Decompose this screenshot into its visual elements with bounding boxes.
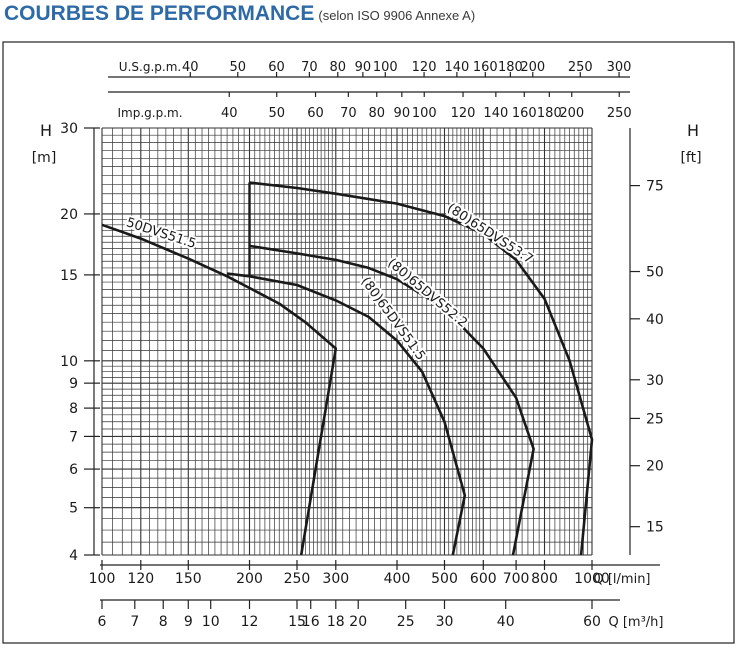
grid	[101, 127, 593, 556]
tick-label-usgpm: 50	[229, 60, 246, 75]
tick-label-impgpm: 80	[368, 106, 385, 121]
tick-label-m3h: 20	[349, 614, 367, 630]
tick-label-usgpm: 120	[412, 60, 437, 75]
tick-label-usgpm: 90	[355, 60, 372, 75]
tick-label-m3h: 7	[130, 614, 139, 630]
tick-label-impgpm: 40	[221, 106, 238, 121]
tick-label-lmin: 500	[431, 571, 458, 587]
tick-label-right: 40	[646, 312, 664, 328]
chart-title-block: COURBES DE PERFORMANCE (selon ISO 9906 An…	[4, 2, 475, 26]
curves	[101, 181, 594, 556]
tick-label-left: 8	[69, 401, 78, 417]
tick-label-usgpm: 300	[607, 60, 632, 75]
tick-label-impgpm: 120	[451, 106, 476, 121]
tick-label-right: 20	[646, 459, 664, 475]
tick-label-left: 5	[69, 501, 78, 517]
series-line-2	[226, 272, 467, 556]
tick-label-lmin: 400	[384, 571, 411, 587]
tick-label-impgpm: 90	[394, 106, 411, 121]
tick-labels: 30201510987654H[m]75504030252015H[ft]100…	[32, 60, 702, 630]
x-axis-title-impgpm: Imp.g.p.m.	[117, 106, 182, 120]
tick-label-lmin: 120	[127, 571, 154, 587]
x-axis-title-usgpm: U.S.g.p.m.	[119, 60, 181, 74]
tick-label-left: 4	[69, 548, 78, 564]
tick-label-impgpm: 50	[268, 106, 285, 121]
chart-title: COURBES DE PERFORMANCE	[4, 2, 315, 25]
series-line-1	[101, 223, 338, 556]
y-axis-unit-right: [ft]	[680, 150, 701, 166]
x-axis-title-lmin: Q [l/min]	[593, 572, 650, 587]
tick-label-right: 25	[646, 411, 664, 427]
tick-label-left: 15	[60, 268, 78, 284]
tick-label-usgpm: 70	[301, 60, 318, 75]
tick-label-impgpm: 70	[340, 106, 357, 121]
tick-label-lmin: 200	[236, 571, 263, 587]
tick-label-lmin: 100	[89, 571, 116, 587]
tick-label-lmin: 700	[503, 571, 530, 587]
series-line-4	[249, 181, 594, 556]
tick-label-m3h: 30	[436, 614, 454, 630]
chart-subtitle: (selon ISO 9906 Annexe A)	[318, 8, 476, 23]
tick-label-impgpm: 140	[483, 106, 508, 121]
tick-label-m3h: 15	[288, 614, 306, 630]
tick-label-usgpm: 160	[473, 60, 498, 75]
tick-label-lmin: 1000	[574, 571, 610, 587]
x-axis-title-m3h: Q [m³/h]	[608, 615, 663, 630]
tick-label-usgpm: 80	[330, 60, 347, 75]
tick-label-lmin: 250	[284, 571, 311, 587]
tick-label-m3h: 6	[98, 614, 107, 630]
tick-label-impgpm: 200	[559, 106, 584, 121]
tick-label-right: 50	[646, 265, 664, 281]
tick-label-impgpm: 250	[607, 106, 632, 121]
y-axis-unit-left: [m]	[32, 150, 57, 166]
tick-label-usgpm: 60	[268, 60, 285, 75]
tick-label-lmin: 800	[531, 571, 558, 587]
tick-label-right: 75	[646, 179, 664, 195]
tick-label-impgpm: 180	[537, 106, 562, 121]
tick-label-impgpm: 100	[412, 106, 437, 121]
tick-label-impgpm: 160	[512, 106, 537, 121]
tick-label-usgpm: 200	[520, 60, 545, 75]
tick-label-left: 20	[60, 207, 78, 223]
tick-label-lmin: 300	[322, 571, 349, 587]
y-axis-title-left: H	[40, 121, 52, 140]
tick-label-m3h: 8	[159, 614, 168, 630]
tick-label-lmin: 600	[470, 571, 497, 587]
axes	[84, 72, 660, 609]
tick-label-usgpm: 100	[373, 60, 398, 75]
tick-label-usgpm: 140	[444, 60, 469, 75]
tick-label-m3h: 60	[583, 614, 601, 630]
tick-label-m3h: 12	[241, 614, 259, 630]
tick-label-left: 30	[60, 121, 78, 137]
tick-label-left: 9	[69, 376, 78, 392]
tick-label-m3h: 16	[302, 614, 320, 630]
tick-label-lmin: 150	[175, 571, 202, 587]
tick-label-left: 6	[69, 462, 78, 478]
series-line-3	[249, 244, 535, 556]
tick-label-usgpm: 180	[498, 60, 523, 75]
tick-label-right: 15	[646, 520, 664, 536]
tick-label-usgpm: 40	[182, 60, 199, 75]
chart-frame	[2, 41, 735, 644]
tick-label-usgpm: 250	[568, 60, 593, 75]
tick-label-m3h: 40	[497, 614, 515, 630]
tick-label-m3h: 18	[327, 614, 345, 630]
tick-label-impgpm: 60	[307, 106, 324, 121]
tick-label-left: 10	[60, 354, 78, 370]
y-axis-title-right: H	[687, 121, 699, 140]
tick-label-m3h: 25	[397, 614, 415, 630]
tick-label-m3h: 9	[184, 614, 193, 630]
tick-label-m3h: 10	[202, 614, 220, 630]
tick-label-right: 30	[646, 373, 664, 389]
tick-label-left: 7	[69, 429, 78, 445]
